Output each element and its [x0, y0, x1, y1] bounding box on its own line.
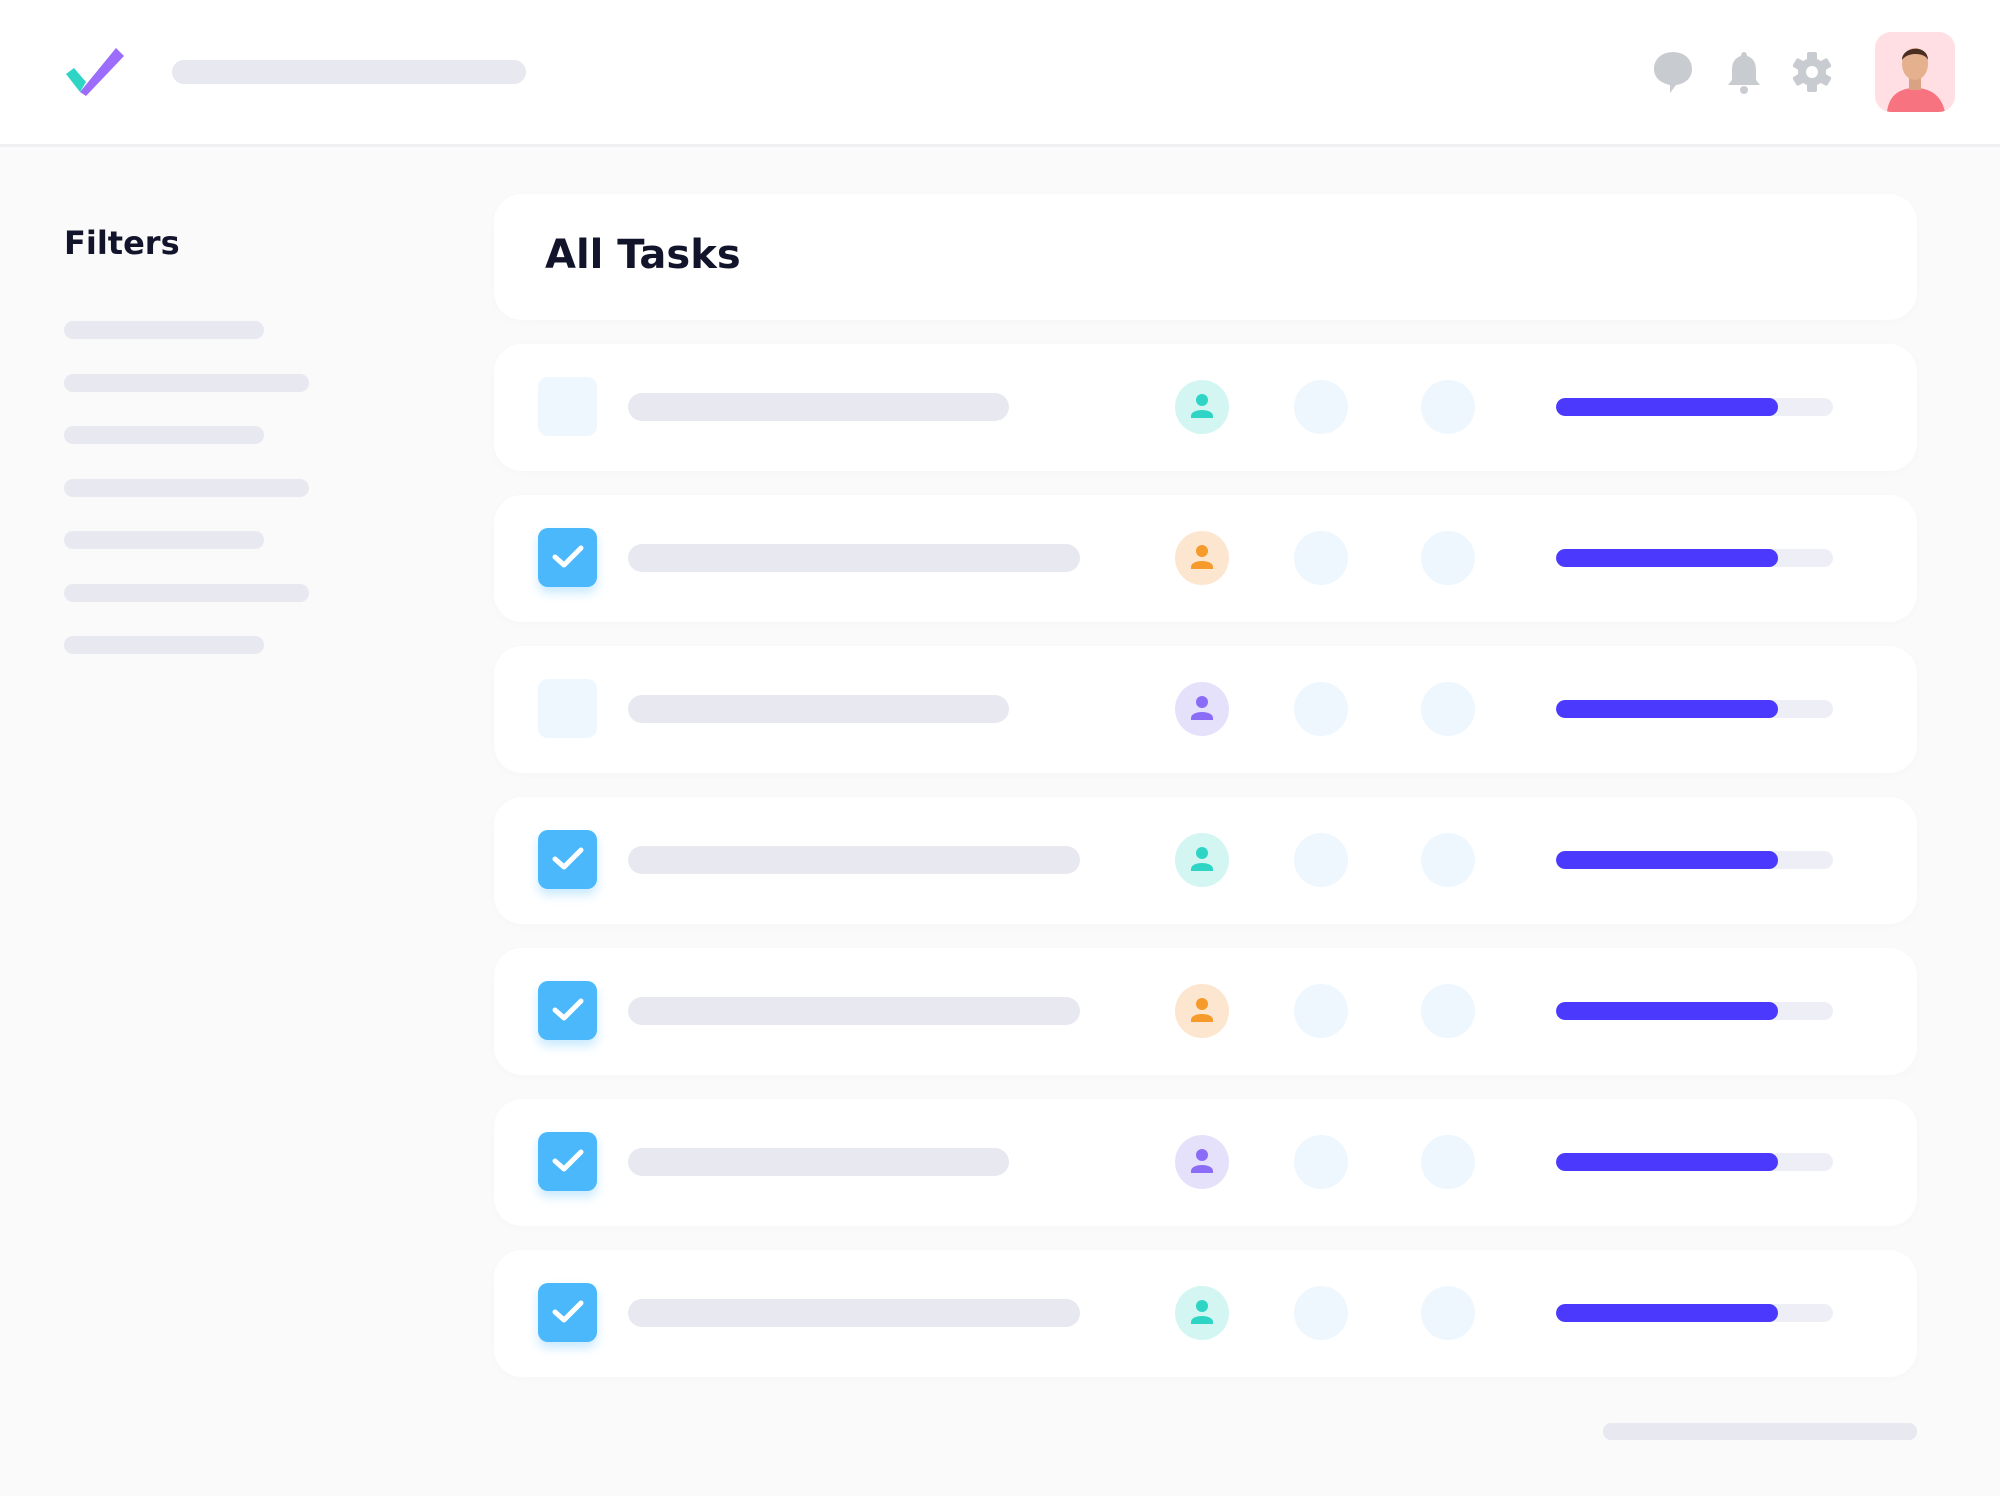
progress-fill	[1556, 851, 1778, 869]
task-name-placeholder	[628, 393, 1009, 421]
tasks-header-card: All Tasks	[494, 194, 1917, 320]
progress-fill	[1556, 1002, 1778, 1020]
task-row[interactable]	[494, 495, 1917, 622]
assignee-avatar[interactable]	[1175, 1135, 1229, 1189]
progress-bar	[1556, 1304, 1833, 1322]
pagination-placeholder	[1603, 1423, 1917, 1440]
tag-placeholder	[1421, 531, 1475, 585]
task-name-placeholder	[628, 1299, 1080, 1327]
date-placeholder	[1294, 833, 1348, 887]
check-icon	[552, 1300, 584, 1323]
task-name-placeholder	[628, 1148, 1009, 1176]
task-checkbox[interactable]	[538, 679, 597, 738]
user-icon	[1191, 998, 1213, 1022]
tag-placeholder	[1421, 380, 1475, 434]
task-checkbox[interactable]	[538, 377, 597, 436]
progress-fill	[1556, 398, 1778, 416]
chat-icon[interactable]	[1652, 50, 1694, 94]
user-avatar[interactable]	[1875, 32, 1955, 112]
filter-item[interactable]	[64, 583, 309, 602]
tag-placeholder	[1421, 682, 1475, 736]
date-placeholder	[1294, 984, 1348, 1038]
task-name-placeholder	[628, 695, 1009, 723]
user-icon	[1191, 847, 1213, 871]
progress-fill	[1556, 1153, 1778, 1171]
tag-placeholder	[1421, 984, 1475, 1038]
date-placeholder	[1294, 380, 1348, 434]
task-row[interactable]	[494, 797, 1917, 924]
top-bar	[0, 0, 2000, 147]
user-icon	[1191, 545, 1213, 569]
task-row[interactable]	[494, 1099, 1917, 1226]
assignee-avatar[interactable]	[1175, 682, 1229, 736]
check-icon	[552, 998, 584, 1021]
assignee-avatar[interactable]	[1175, 1286, 1229, 1340]
user-icon	[1191, 696, 1213, 720]
assignee-avatar[interactable]	[1175, 984, 1229, 1038]
progress-fill	[1556, 549, 1778, 567]
task-row[interactable]	[494, 646, 1917, 773]
task-row[interactable]	[494, 344, 1917, 471]
progress-bar	[1556, 1002, 1833, 1020]
tag-placeholder	[1421, 1135, 1475, 1189]
logo-icon[interactable]	[62, 44, 128, 96]
filter-item[interactable]	[64, 426, 264, 444]
task-name-placeholder	[628, 846, 1080, 874]
task-checkbox[interactable]	[538, 528, 597, 587]
date-placeholder	[1294, 531, 1348, 585]
progress-bar	[1556, 1153, 1833, 1171]
user-icon	[1191, 1149, 1213, 1173]
progress-bar	[1556, 700, 1833, 718]
check-icon	[552, 1149, 584, 1172]
bell-icon[interactable]	[1723, 50, 1765, 94]
page-title: All Tasks	[545, 232, 741, 278]
check-icon	[552, 545, 584, 568]
assignee-avatar[interactable]	[1175, 531, 1229, 585]
progress-bar	[1556, 398, 1833, 416]
progress-fill	[1556, 700, 1778, 718]
task-checkbox[interactable]	[538, 1283, 597, 1342]
progress-bar	[1556, 549, 1833, 567]
filter-item[interactable]	[64, 321, 264, 339]
gear-icon[interactable]	[1791, 50, 1833, 94]
progress-fill	[1556, 1304, 1778, 1322]
date-placeholder	[1294, 1135, 1348, 1189]
tag-placeholder	[1421, 1286, 1475, 1340]
task-checkbox[interactable]	[538, 981, 597, 1040]
date-placeholder	[1294, 682, 1348, 736]
check-icon	[552, 847, 584, 870]
user-icon	[1191, 1300, 1213, 1324]
filters-title: Filters	[64, 224, 180, 262]
task-row[interactable]	[494, 948, 1917, 1075]
task-name-placeholder	[628, 997, 1080, 1025]
filter-item[interactable]	[64, 636, 264, 654]
title-placeholder	[172, 60, 526, 84]
assignee-avatar[interactable]	[1175, 833, 1229, 887]
tag-placeholder	[1421, 833, 1475, 887]
user-icon	[1191, 394, 1213, 418]
task-name-placeholder	[628, 544, 1080, 572]
filter-item[interactable]	[64, 478, 309, 497]
task-checkbox[interactable]	[538, 830, 597, 889]
task-checkbox[interactable]	[538, 1132, 597, 1191]
filter-item[interactable]	[64, 531, 264, 549]
progress-bar	[1556, 851, 1833, 869]
date-placeholder	[1294, 1286, 1348, 1340]
task-row[interactable]	[494, 1250, 1917, 1377]
assignee-avatar[interactable]	[1175, 380, 1229, 434]
filter-item[interactable]	[64, 373, 309, 392]
